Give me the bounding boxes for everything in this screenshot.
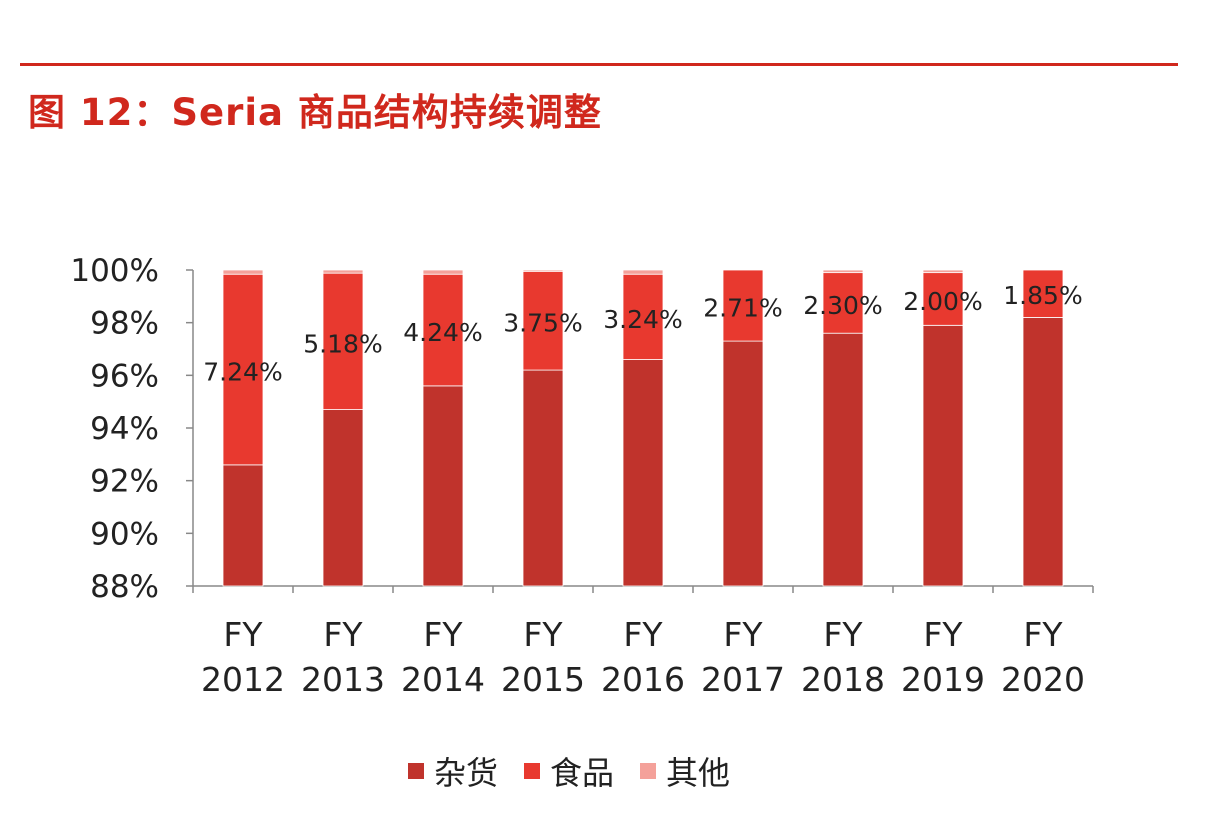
bar-segment-sundries <box>422 385 464 587</box>
bar-segment-sundries <box>322 409 364 587</box>
bar-segment-other <box>322 269 364 274</box>
data-label: 4.24% <box>403 318 482 347</box>
y-tick-label: 94% <box>90 411 159 447</box>
x-tick-label: FY <box>423 615 463 654</box>
data-label: 1.85% <box>1003 281 1082 310</box>
x-tick-label: 2019 <box>901 660 985 699</box>
bar-segment-other <box>522 269 564 272</box>
x-tick-label: FY <box>823 615 863 654</box>
bar-segment-other <box>422 269 464 275</box>
bar-segment-other <box>622 269 664 275</box>
bar-segment-food <box>622 273 664 360</box>
data-label: 2.71% <box>703 293 782 322</box>
bar-segment-sundries <box>222 464 264 587</box>
bar-segment-sundries <box>722 340 764 587</box>
y-tick-label: 88% <box>90 569 159 605</box>
x-tick-label: 2016 <box>601 660 685 699</box>
legend-item-other: 其他 <box>640 748 730 794</box>
legend: 杂货 食品 其他 <box>408 748 730 794</box>
data-label: 7.24% <box>203 358 282 387</box>
bar-segment-food <box>1022 269 1064 318</box>
data-label: 5.18% <box>303 329 382 358</box>
legend-item-sundries: 杂货 <box>408 748 498 794</box>
x-tick-label: 2017 <box>701 660 785 699</box>
y-tick-label: 100% <box>70 253 159 289</box>
y-tick-label: 92% <box>90 464 159 500</box>
bar-segment-sundries <box>822 332 864 587</box>
y-tick-label: 90% <box>90 516 159 552</box>
x-tick-label: FY <box>723 615 763 654</box>
bar-segment-other <box>822 269 864 274</box>
x-tick-label: 2014 <box>401 660 485 699</box>
y-tick-label: 96% <box>90 358 159 394</box>
x-tick-label: 2013 <box>301 660 385 699</box>
data-label: 3.75% <box>503 309 582 338</box>
bar-segment-sundries <box>522 369 564 587</box>
legend-swatch-food <box>524 763 541 779</box>
legend-swatch-sundries <box>408 763 424 779</box>
bar-segment-food <box>722 269 764 342</box>
bar-segment-food <box>422 273 464 387</box>
bar-segment-food <box>522 270 564 371</box>
bar-segment-sundries <box>622 359 664 587</box>
x-tick-label: FY <box>1023 615 1063 654</box>
bar-segment-sundries <box>922 324 964 587</box>
x-tick-label: FY <box>523 615 563 654</box>
x-tick-label: 2012 <box>201 660 285 699</box>
legend-label-food: 食品 <box>550 754 615 792</box>
x-tick-label: 2018 <box>801 660 885 699</box>
x-tick-label: 2015 <box>501 660 585 699</box>
legend-swatch-other <box>640 763 657 779</box>
data-label: 2.00% <box>903 287 982 316</box>
x-tick-label: FY <box>923 615 963 654</box>
legend-item-food: 食品 <box>524 748 614 794</box>
x-tick-label: FY <box>223 615 263 654</box>
y-tick-label: 98% <box>90 306 159 342</box>
bar-segment-food <box>922 272 964 326</box>
x-tick-label: FY <box>623 615 663 654</box>
top-rule <box>20 63 1178 66</box>
legend-label-other: 其他 <box>666 754 731 792</box>
legend-label-sundries: 杂货 <box>434 754 499 792</box>
x-tick-label: 2020 <box>1001 660 1085 699</box>
data-label: 2.30% <box>803 291 882 320</box>
chart-title: 图 12：Seria 商品结构持续调整 <box>28 91 602 134</box>
bar-segment-other <box>922 269 964 274</box>
x-tick-label: FY <box>323 615 363 654</box>
data-label: 3.24% <box>603 305 682 334</box>
bar-segment-sundries <box>1022 316 1064 587</box>
bar-segment-food <box>822 272 864 334</box>
bar-segment-other <box>222 269 264 275</box>
